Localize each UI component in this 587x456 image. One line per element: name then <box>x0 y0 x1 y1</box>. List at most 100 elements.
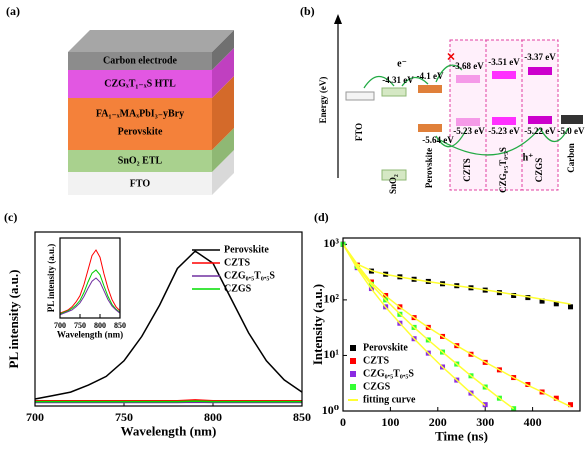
series-line <box>59 269 121 315</box>
x-tick-label: 750 <box>115 410 133 424</box>
x-tick-label: 700 <box>26 410 44 424</box>
legend-label: CZGS <box>224 283 252 294</box>
carrier-label: e⁻ <box>397 58 407 69</box>
y-axis-label: PL intensity (a.u.) <box>6 270 21 369</box>
level-bar <box>492 71 516 79</box>
x-tick-label: 850 <box>293 410 311 424</box>
legend-label: CZG₀.₅T₀.₅S <box>224 270 275 281</box>
data-point <box>568 402 574 408</box>
level-bar <box>381 87 407 97</box>
plot-frame <box>342 237 581 412</box>
x-tick-label: 400 <box>524 415 542 429</box>
level-label: -5.64 eV <box>422 135 454 145</box>
level-bar <box>456 118 480 126</box>
data-point <box>553 395 559 401</box>
layer-front <box>68 70 212 98</box>
y-axis-label: PL intensity (a.u.) <box>46 244 56 313</box>
series-line <box>35 400 302 403</box>
legend-label: Perovskite <box>224 244 269 255</box>
x-axis-label: Time (ns) <box>435 428 488 443</box>
layer-top <box>68 30 234 52</box>
y-tick-label: 10⁰ <box>322 403 339 417</box>
x-axis-label: Wavelength (nm) <box>121 423 217 438</box>
layer-front <box>68 150 212 172</box>
legend-label: CZTS <box>224 257 251 268</box>
layer-name: Carbon <box>566 143 576 173</box>
series-line <box>59 277 121 316</box>
layer-side <box>212 150 234 195</box>
level-bar <box>561 115 583 124</box>
y-tick-label: 10² <box>323 292 339 306</box>
series-line <box>34 250 303 400</box>
plot-frame <box>34 231 303 407</box>
transfer-arrow <box>439 127 541 156</box>
energy-diagram: ✕ <box>334 14 583 191</box>
level-label: -5.23 eV <box>488 126 520 136</box>
panel-label: (b) <box>300 4 315 18</box>
transfer-arrow <box>401 76 429 87</box>
level-bar <box>381 169 407 181</box>
data-point <box>511 292 517 298</box>
transfer-arrow <box>435 129 467 148</box>
layer-side <box>212 48 234 98</box>
layer-name: CZGS <box>534 158 544 183</box>
series-line <box>59 249 121 314</box>
x-tick-label: 800 <box>204 410 222 424</box>
layer-side <box>212 128 234 172</box>
legend-swatch <box>350 358 356 364</box>
level-bar <box>528 116 552 124</box>
layer-name: CZTS <box>462 158 472 182</box>
data-point <box>553 301 559 307</box>
layer-label: CZGₓT₁₋ₓS HTL <box>104 78 176 89</box>
legend-label: CZG₀.₅T₀.₅S <box>363 368 414 379</box>
level-label: -3.37 eV <box>524 52 556 62</box>
carrier-label: h⁺ <box>523 152 534 163</box>
y-tick-label: 10³ <box>323 236 339 250</box>
level-label: -4.31 eV <box>382 75 414 85</box>
layer-label: SnO₂ ETL <box>118 155 163 166</box>
axis-arrow <box>334 14 342 24</box>
transfer-arrow <box>363 75 395 89</box>
htl-column <box>521 39 559 191</box>
layer-front <box>68 172 212 195</box>
plot-background <box>343 238 580 411</box>
layer-label: FA₁₋ₓMAₓPbI₃₋yBry <box>96 108 184 119</box>
data-point <box>525 295 531 301</box>
fit-line <box>342 243 515 410</box>
x-tick-label: 850 <box>114 321 126 330</box>
legend-label: CZGS <box>363 381 391 392</box>
level-bar <box>345 91 375 101</box>
legend-swatch <box>350 384 356 390</box>
x-tick-label: 700 <box>54 321 66 330</box>
block-mark: ✕ <box>446 52 455 64</box>
device-stack <box>68 30 234 195</box>
layer-name: CZG₀.₅T₀.₅S <box>498 147 508 193</box>
y-axis-label: Intensity (a.u.) <box>310 284 325 365</box>
layer-side <box>212 76 234 150</box>
layer-side <box>212 30 234 70</box>
level-label: -4.1 eV <box>417 71 444 81</box>
fit-line <box>342 243 486 407</box>
fit-line <box>342 243 571 408</box>
x-tick-label: 300 <box>476 415 494 429</box>
layer-label: FTO <box>130 178 151 189</box>
legend-label: Perovskite <box>363 342 408 353</box>
level-bar <box>456 75 480 83</box>
legend-label: CZTS <box>363 355 390 366</box>
layer-name: SnO₂ <box>388 174 398 194</box>
layer-front <box>68 98 212 150</box>
level-label: -5.23 eV <box>453 126 485 136</box>
x-tick-label: 100 <box>381 415 399 429</box>
panel-label: (a) <box>6 4 20 18</box>
layer-label: Perovskite <box>118 126 163 137</box>
series-line <box>35 399 302 402</box>
data-point <box>568 304 574 310</box>
x-axis-label: Wavelength (nm) <box>57 330 123 340</box>
x-tick-label: 750 <box>74 321 86 330</box>
data-point <box>539 298 545 304</box>
y-tick-label: 10¹ <box>323 347 339 361</box>
x-tick-label: 200 <box>429 415 447 429</box>
htl-column <box>485 39 523 191</box>
axis-label: Energy (eV) <box>318 77 328 124</box>
layer-name: Perovskite <box>424 148 434 188</box>
